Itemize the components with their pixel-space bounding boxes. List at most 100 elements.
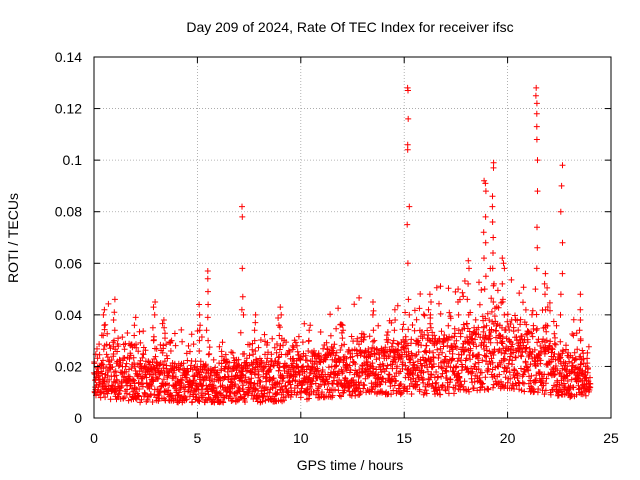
- data-point: [428, 299, 434, 305]
- data-point: [196, 301, 203, 308]
- data-point: [327, 311, 334, 318]
- data-point: [429, 364, 436, 371]
- data-point: [270, 375, 277, 382]
- data-point: [443, 368, 450, 375]
- data-point: [515, 327, 522, 334]
- data-point: [150, 337, 157, 344]
- data-point: [143, 374, 150, 381]
- data-point: [437, 345, 444, 352]
- data-point: [331, 341, 338, 348]
- data-point: [250, 351, 257, 358]
- data-point: [576, 327, 583, 334]
- data-point: [399, 359, 406, 366]
- data-point: [290, 344, 297, 351]
- y-tick-label: 0.12: [55, 101, 82, 117]
- data-point: [126, 373, 133, 380]
- data-point: [542, 291, 548, 298]
- data-point: [443, 375, 450, 381]
- data-point: [131, 360, 138, 367]
- data-point: [317, 359, 324, 366]
- data-point: [525, 367, 532, 374]
- data-point: [489, 193, 496, 200]
- data-point: [467, 345, 474, 352]
- data-point: [404, 141, 411, 148]
- data-point: [197, 358, 204, 365]
- data-point: [339, 368, 346, 375]
- data-point: [183, 350, 190, 357]
- data-point: [519, 349, 526, 356]
- data-point: [441, 332, 448, 338]
- data-point: [490, 159, 497, 166]
- data-point: [240, 311, 247, 318]
- data-point: [509, 357, 516, 364]
- data-point: [480, 229, 487, 236]
- data-point: [533, 265, 540, 272]
- data-point: [217, 391, 224, 397]
- data-point: [433, 379, 440, 386]
- data-point: [197, 322, 204, 329]
- data-point: [508, 276, 515, 283]
- data-point: [205, 288, 211, 295]
- data-point: [522, 359, 529, 366]
- data-point: [551, 330, 558, 337]
- data-point: [204, 268, 211, 274]
- data-point: [167, 348, 174, 354]
- data-point: [288, 387, 295, 394]
- data-point: [522, 348, 529, 355]
- data-point: [575, 386, 582, 393]
- data-point: [577, 337, 584, 344]
- data-point: [99, 370, 106, 377]
- data-point: [184, 372, 190, 378]
- data-point: [299, 382, 306, 389]
- data-point: [256, 377, 263, 384]
- data-point: [238, 394, 245, 401]
- data-point: [439, 382, 446, 388]
- data-point: [420, 311, 427, 318]
- data-point: [388, 391, 395, 398]
- data-point: [329, 392, 336, 399]
- data-point: [227, 389, 234, 396]
- data-point: [196, 348, 203, 354]
- data-point: [131, 377, 137, 384]
- data-point: [533, 100, 540, 107]
- data-point: [305, 337, 312, 344]
- data-point: [557, 369, 564, 376]
- data-point: [513, 337, 520, 344]
- data-point: [136, 328, 143, 335]
- y-tick-label: 0.08: [55, 204, 82, 220]
- data-point: [466, 328, 473, 335]
- data-point: [425, 332, 432, 339]
- data-point: [427, 311, 434, 318]
- data-point: [559, 162, 566, 169]
- data-point: [256, 383, 263, 389]
- data-point: [161, 324, 168, 331]
- data-point: [428, 371, 435, 378]
- data-point: [420, 379, 427, 386]
- data-point: [482, 180, 489, 187]
- data-point: [301, 320, 308, 327]
- data-point: [573, 391, 580, 398]
- data-point: [412, 353, 419, 359]
- data-point: [533, 123, 540, 130]
- data-point: [436, 300, 442, 307]
- data-point: [130, 354, 137, 361]
- data-points: [90, 84, 594, 406]
- data-point: [248, 375, 255, 382]
- data-point: [453, 345, 460, 351]
- data-point: [131, 342, 138, 349]
- data-point: [501, 356, 508, 363]
- data-point: [584, 349, 591, 356]
- data-point: [423, 390, 430, 397]
- data-point: [482, 353, 489, 359]
- data-point: [427, 320, 434, 327]
- data-point: [180, 360, 187, 367]
- data-point: [415, 349, 422, 355]
- data-point: [140, 351, 147, 358]
- data-point: [425, 368, 431, 375]
- data-point: [205, 394, 212, 401]
- data-point: [446, 333, 453, 340]
- data-point: [264, 393, 271, 400]
- data-point: [212, 364, 219, 371]
- data-point: [541, 280, 548, 287]
- data-point: [512, 354, 519, 361]
